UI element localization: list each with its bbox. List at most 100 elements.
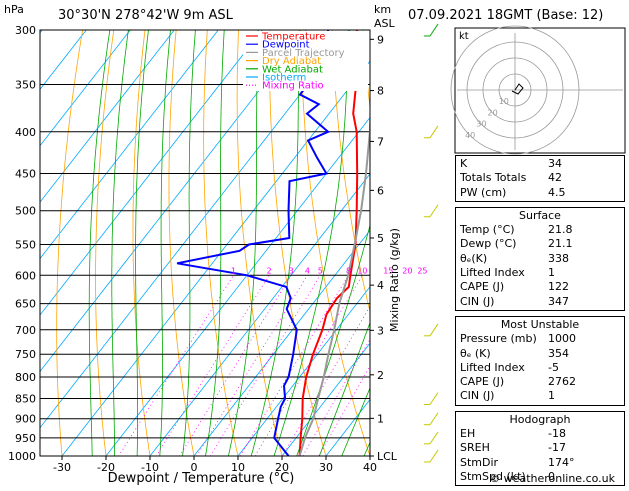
stat-value: 122 [548,280,620,294]
altitude-tick-label: 6 [377,184,384,197]
hodograph-ring-label: 20 [488,108,498,117]
pressure-tick-label: 600 [15,269,36,282]
dewpoint-line [177,30,328,458]
stat-label: θₑ(K) [460,252,487,266]
temp-tick-label: -30 [53,461,71,474]
stat-value: 34 [548,157,620,171]
pressure-tick-label: 1000 [8,450,36,463]
hodograph-stats-box: Hodograph EH-18 SREH -17 StmDir 174° StmSp… [455,411,625,486]
mixing-ratio-line [169,275,291,473]
hodograph-ring-label: 40 [465,131,475,140]
stat-row: StmDir 174° [460,456,620,470]
stat-value: 174° [548,456,620,470]
stat-label: Lifted Index [460,266,525,280]
wet-adiabat-line [112,6,132,474]
stat-label: CAPE (J) [460,280,504,294]
mixing-ratio-label: 5 [318,266,323,275]
stat-value: 338 [548,252,620,266]
pressure-tick-label: 300 [15,24,36,37]
stat-row: θₑ(K) 338 [460,252,620,266]
stat-value: 21.8 [548,223,620,237]
mixing-ratio-label: 25 [417,266,427,275]
location-title: 30°30'N 278°42'W 9m ASL [58,8,234,23]
stat-row: CIN (J) 1 [460,389,620,403]
stat-row: Lifted Index-5 [460,361,620,375]
altitude-tick-label: 8 [377,85,384,98]
stat-row: EH-18 [460,427,620,441]
stat-row: θₑ (K)354 [460,347,620,361]
altitude-tick-label: 9 [377,33,384,46]
stat-row-k: K 34 [460,157,620,171]
stat-row: StmSpd (kt)0 [460,470,620,484]
wind-barbs [424,24,438,462]
pressure-tick-label: 350 [15,79,36,92]
wind-barb [430,126,438,138]
mixing-ratio-axis-label: Mixing Ratio (g/kg) [388,228,401,332]
mixing-ratio-label: 8 [346,266,351,275]
pressure-tick-label: 650 [15,298,36,311]
stat-label: PW (cm) [460,186,506,200]
wind-barb [430,413,438,425]
stat-row: Pressure (mb)1000 [460,332,620,346]
wind-barb [430,205,438,217]
mixing-ratio-label: 3 [289,266,294,275]
stat-value: 42 [548,171,620,185]
stat-label: K [460,157,467,171]
dry-adiabat-line [169,30,194,458]
wind-barb [430,432,438,444]
x-axis-label: Dewpoint / Temperature (°C) [108,471,295,486]
dry-adiabat-line [237,30,282,458]
wet-adiabat-line [89,6,113,474]
stat-label: StmSpd (kt) [460,470,526,484]
mixing-ratio-label: 10 [357,266,367,275]
hodograph-frame [455,28,625,153]
stat-label: SREH [460,441,490,455]
hodograph-stats-title: Hodograph [460,413,620,427]
stat-value: 4.5 [548,186,620,200]
dry-adiabat-line [57,30,83,458]
temperature-line [300,30,358,458]
altitude-tick-label: 5 [377,232,384,245]
wet-adiabat-line [203,6,226,474]
stat-label: CIN (J) [460,295,494,309]
km-label: km [374,3,391,16]
wind-barb [430,24,438,36]
stat-label: CIN (J) [460,389,494,403]
stat-label: Temp (°C) [460,223,515,237]
stat-value: 354 [548,347,620,361]
stat-row: CIN (J)347 [460,295,620,309]
pressure-tick-label: 950 [15,432,36,445]
stat-value: -17 [548,441,620,455]
temp-tick-label: 30 [319,461,333,474]
stat-value: 1 [548,389,620,403]
mixing-ratio-label: 1 [231,266,236,275]
wet-adiabat-line [136,6,152,474]
stat-label: CAPE (J) [460,375,504,389]
asl-label: ASL [374,17,396,30]
stat-label: EH [460,427,475,441]
pressure-tick-label: 800 [15,371,36,384]
surface-box: Surface Temp (°C)21.8 Dewp (°C)21.1 θₑ(K… [455,207,625,311]
pressure-tick-label: 750 [15,348,36,361]
mixing-ratio-label: 20 [402,266,412,275]
stat-value: -5 [548,361,620,375]
altitude-tick-label: 2 [377,369,384,382]
pressure-tick-label: 700 [15,324,36,337]
pressure-tick-label: 850 [15,392,36,405]
altitude-tick-label: 4 [377,279,384,292]
temp-tick-label: 40 [363,461,377,474]
altitude-tick-label: 3 [377,324,384,337]
mixing-ratio-label: 2 [267,266,272,275]
legend-entry: Mixing Ratio [262,81,324,92]
stat-label: StmDir [460,456,498,470]
pressure-tick-label: 500 [15,205,36,218]
wind-barb [430,324,438,336]
stat-row: SREH -17 [460,441,620,455]
stat-label: Dewp (°C) [460,237,516,251]
altitude-tick-label: 7 [377,135,384,148]
datetime-title: 07.09.2021 18GMT (Base: 12) [408,8,603,23]
pressure-tick-label: 900 [15,413,36,426]
